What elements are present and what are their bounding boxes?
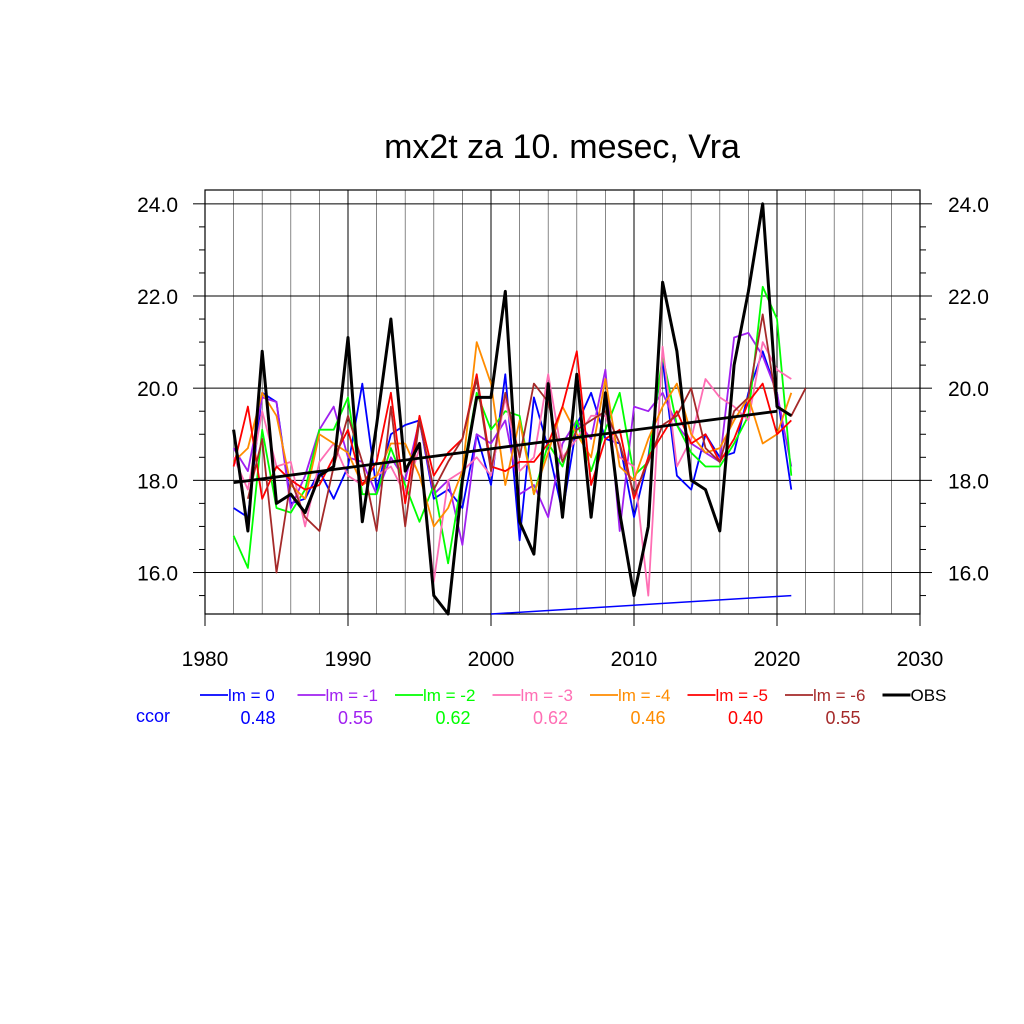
ccor-value-0: 0.48 (240, 708, 275, 728)
ccor-value-2: 0.62 (435, 708, 470, 728)
x-tick-label: 2000 (468, 648, 515, 671)
trend-lines (233, 409, 792, 615)
x-tick-label: 1980 (182, 648, 229, 671)
ccor-value-5: 0.40 (728, 708, 763, 728)
legend-label-6: lm = -6 (813, 686, 865, 705)
legend-label-3: lm = -3 (521, 686, 573, 705)
y-tick-label-right: 22.0 (948, 286, 989, 309)
ccor-value-6: 0.55 (825, 708, 860, 728)
x-tick-label: 2010 (611, 648, 658, 671)
legend-label-5: lm = -5 (716, 686, 768, 705)
series-line-4 (232, 341, 793, 528)
y-tick-label-right: 20.0 (948, 378, 989, 401)
y-tick-label-left: 20.0 (137, 378, 178, 401)
plot-border (204, 189, 921, 615)
ccor-label: ccor (136, 706, 170, 726)
legend-label-7: OBS (911, 686, 947, 705)
y-tick-label-left: 22.0 (137, 286, 178, 309)
legend: lm = 0 lm = -1 lm = -2 lm = -3 lm = -4 lm = -… (136, 686, 946, 728)
y-tick-label-right: 24.0 (948, 194, 989, 217)
plot-frame (204, 189, 921, 615)
ccor-value-3: 0.62 (533, 708, 568, 728)
legend-label-1: lm = -1 (326, 686, 378, 705)
legend-label-2: lm = -2 (423, 686, 475, 705)
y-tick-label-left: 16.0 (137, 563, 178, 586)
y-tick-label-left: 24.0 (137, 194, 178, 217)
lm0-trend-line (490, 594, 792, 615)
y-tick-label-right: 18.0 (948, 470, 989, 493)
y-tick-label-left: 18.0 (137, 470, 178, 493)
legend-label-0: lm = 0 (228, 686, 275, 705)
x-tick-label: 2020 (754, 648, 801, 671)
obs-trend-line (233, 409, 778, 485)
ccor-value-4: 0.46 (630, 708, 665, 728)
grid (204, 190, 921, 614)
x-tick-label: 1990 (325, 648, 372, 671)
x-tick-label: 2030 (897, 648, 944, 671)
legend-label-4: lm = -4 (618, 686, 670, 705)
series-line-7 (232, 202, 793, 616)
chart-title: mx2t za 10. mesec, Vra (384, 128, 740, 166)
y-tick-label-right: 16.0 (948, 563, 989, 586)
series-line-1 (232, 331, 793, 546)
axis-ticks: 1980 1990 2000 2010 2020 2030 16.0 16.0 18.0 18.0… (137, 194, 989, 671)
series-line-3 (232, 341, 792, 597)
ccor-value-1: 0.55 (338, 708, 373, 728)
series-line-6 (247, 313, 807, 574)
